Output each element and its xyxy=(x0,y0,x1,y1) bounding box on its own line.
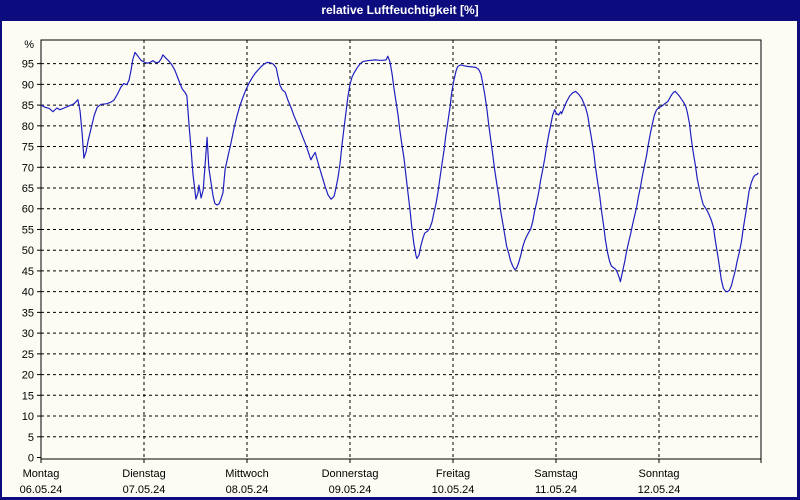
day-label: Dienstag xyxy=(122,468,165,480)
y-tick-label: 25 xyxy=(22,349,34,361)
y-tick-label: 35 xyxy=(22,307,34,319)
day-label: Samstag xyxy=(534,468,577,480)
date-label: 09.05.24 xyxy=(329,484,372,496)
chart-panel: 0 5 10 15 20 25 30 35 40 45 50 55 60 65 70 75 80 85 90 95% M… xyxy=(2,21,797,497)
y-tick-label: 95 xyxy=(22,59,34,71)
plot-border xyxy=(40,39,762,460)
y-tick-label: 55 xyxy=(22,224,34,236)
date-label: 11.05.24 xyxy=(535,484,577,496)
y-axis-unit-label: % xyxy=(24,39,34,51)
y-tick-label: 5 xyxy=(28,432,34,444)
y-tick-label: 70 xyxy=(22,162,34,174)
y-tick-label: 60 xyxy=(22,204,34,216)
day-label: Mittwoch xyxy=(225,468,268,480)
date-label: 06.05.24 xyxy=(20,484,63,496)
window-title-bar: relative Luftfeuchtigkeit [%] xyxy=(0,0,800,21)
y-tick-label: 90 xyxy=(22,79,34,91)
date-label: 12.05.24 xyxy=(638,484,681,496)
date-label: 07.05.24 xyxy=(123,484,166,496)
day-label: Donnerstag xyxy=(322,468,379,480)
day-label: Sonntag xyxy=(639,468,680,480)
humidity-line xyxy=(40,51,759,293)
y-tick-label: 50 xyxy=(22,245,34,257)
y-tick-label: 85 xyxy=(22,100,34,112)
y-tick-label: 65 xyxy=(22,183,34,195)
date-label: 08.05.24 xyxy=(226,484,269,496)
day-label: Freitag xyxy=(436,468,470,480)
y-tick-label: 10 xyxy=(22,411,34,423)
y-tick-label: 20 xyxy=(22,370,34,382)
y-tick-label: 75 xyxy=(22,142,34,154)
y-tick-label: 30 xyxy=(22,328,34,340)
window-title: relative Luftfeuchtigkeit [%] xyxy=(321,3,479,17)
y-tick-label: 45 xyxy=(22,266,34,278)
day-label: Montag xyxy=(23,468,60,480)
y-tick-label: 40 xyxy=(22,287,34,299)
y-tick-label: 15 xyxy=(22,390,34,402)
date-label: 10.05.24 xyxy=(432,484,475,496)
y-tick-label: 80 xyxy=(22,121,34,133)
y-tick-label: 0 xyxy=(28,453,34,465)
